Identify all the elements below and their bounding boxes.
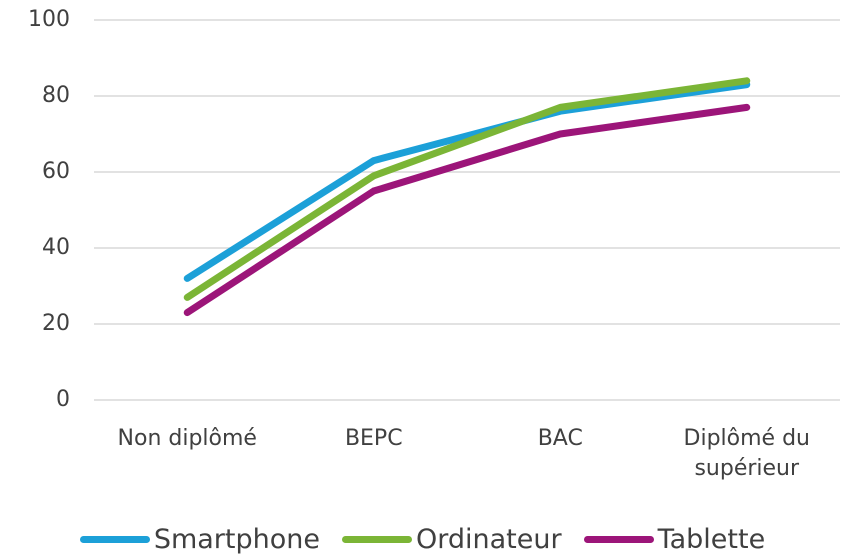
legend: Smartphone Ordinateur Tablette <box>0 524 845 555</box>
legend-item: Smartphone <box>79 524 320 555</box>
y-tick-label: 20 <box>42 311 70 336</box>
x-tick-label: BEPC <box>344 426 403 451</box>
legend-label: Smartphone <box>153 524 320 555</box>
line-series <box>183 81 751 282</box>
x-tick-label: Diplômé du supérieur <box>683 426 810 481</box>
legend-swatch <box>79 536 150 543</box>
x-tick-label: Non diplômé <box>117 426 257 451</box>
y-tick-label: 0 <box>56 387 70 412</box>
y-tick-label: 100 <box>28 7 70 32</box>
legend-swatch <box>583 536 654 543</box>
legend-label: Ordinateur <box>415 524 562 555</box>
legend-label: Tablette <box>657 524 766 555</box>
line-series <box>183 103 751 317</box>
legend-swatch <box>341 536 412 543</box>
y-tick-label: 60 <box>42 159 70 184</box>
x-tick-label: BAC <box>537 426 583 451</box>
y-tick-label: 40 <box>42 235 70 260</box>
y-tick-label: 80 <box>42 83 70 108</box>
line-series <box>183 77 751 301</box>
legend-item: Tablette <box>583 524 766 555</box>
legend-item: Ordinateur <box>341 524 562 555</box>
